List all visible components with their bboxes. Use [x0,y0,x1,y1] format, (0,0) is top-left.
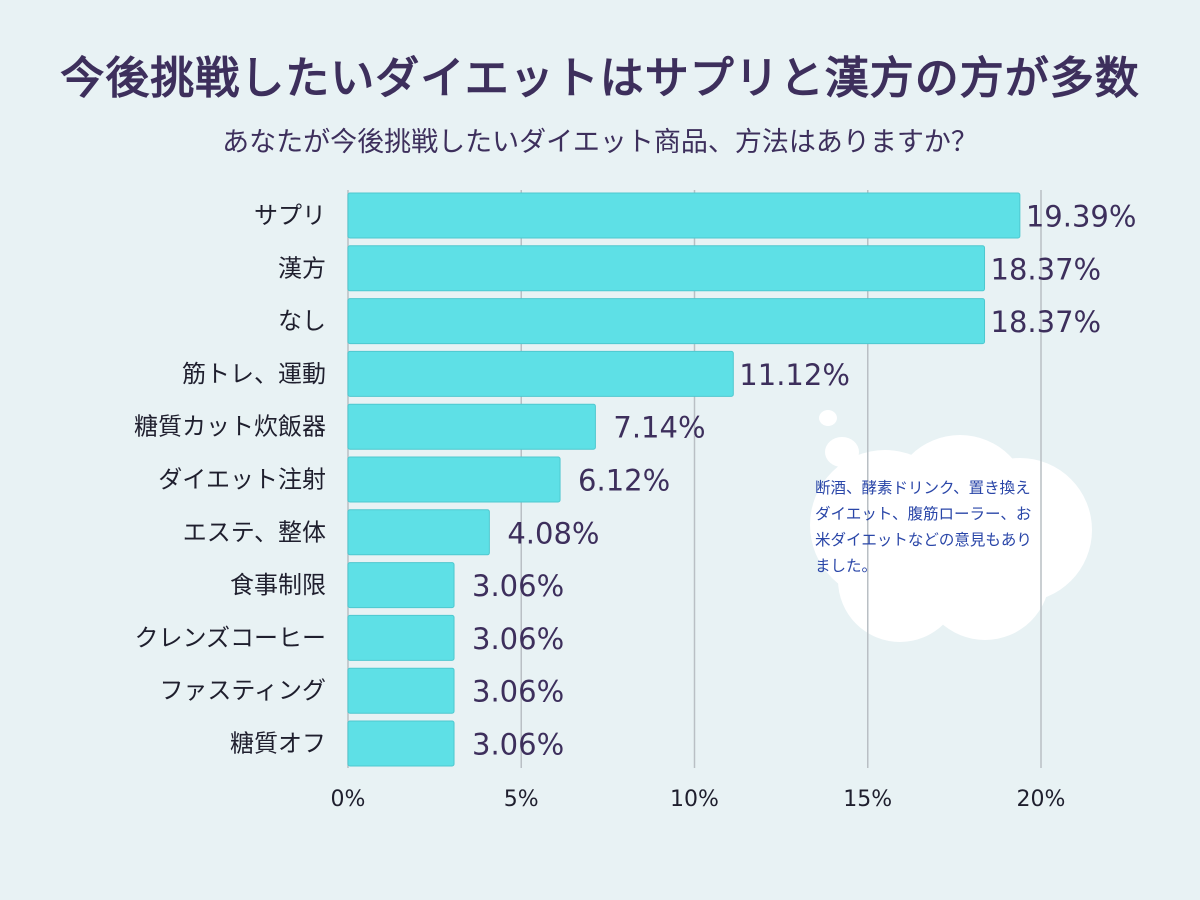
category-label: なし [278,307,326,335]
bar [347,720,455,767]
bar [347,614,455,661]
category-label: 筋トレ、運動 [182,360,326,388]
category-label: 漢方 [278,254,326,282]
value-label: 18.37% [991,252,1102,286]
category-label: ダイエット注射 [158,466,326,494]
value-label: 4.08% [507,516,599,550]
value-label: 18.37% [991,305,1102,339]
x-tick-label: 20% [1017,787,1066,812]
value-label: 3.06% [472,728,564,762]
bar [347,192,1021,239]
note-text: 断酒、酵素ドリンク、置き換えダイエット、腹筋ローラー、お米ダイエットなどの意見も… [815,479,1032,575]
x-tick-label: 15% [843,787,892,812]
value-label: 3.06% [472,675,564,709]
value-label: 19.39% [1026,200,1137,234]
value-label: 3.06% [472,622,564,656]
bar [347,403,596,450]
category-label: 糖質オフ [230,730,326,758]
category-label: 糖質カット炊飯器 [134,413,326,441]
bar [347,350,734,397]
value-label: 6.12% [578,464,670,498]
x-tick-label: 0% [331,787,366,812]
category-label: サプリ [254,202,326,230]
bar [347,509,490,556]
bar [347,245,986,292]
category-label: ファスティング [159,677,326,705]
bar [347,456,561,503]
value-label: 7.14% [613,411,705,445]
category-label: エステ、整体 [183,518,326,546]
value-label: 11.12% [739,358,850,392]
x-tick-label: 5% [504,787,539,812]
category-label: 食事制限 [230,571,326,599]
bar [347,667,455,714]
thought-bubble [810,410,1092,642]
value-label: 3.06% [472,569,564,603]
bar [347,562,455,609]
chart-title: 今後挑戦したいダイエットはサプリと漢方の方が多数 [60,53,1140,104]
category-label: クレンズコーヒー [134,624,326,652]
x-tick-label: 10% [670,787,719,812]
chart-subtitle: あなたが今後挑戦したいダイエット商品、方法はありますか？ [222,127,978,158]
bar [347,298,986,345]
